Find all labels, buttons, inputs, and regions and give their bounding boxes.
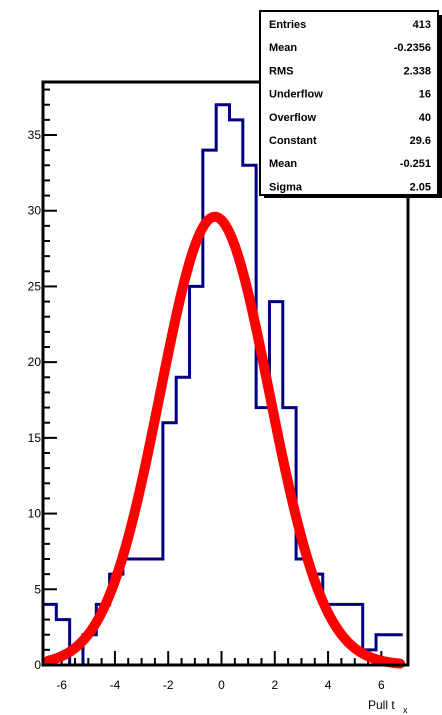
y-tick-label: 15 [28, 431, 42, 445]
stats-row-value: 29.6 [410, 135, 431, 147]
stats-row-label: Mean [269, 42, 297, 54]
stats-row-label: Sigma [269, 181, 303, 193]
stats-row-value: 2.05 [410, 181, 431, 193]
x-tick-label: -6 [56, 678, 67, 692]
x-axis-title: Pull t x [368, 698, 408, 715]
stats-row-value: -0.251 [400, 158, 431, 170]
stats-row-label: Overflow [269, 112, 317, 124]
stats-row-label: Entries [269, 19, 306, 31]
x-axis-title-text: Pull t [368, 698, 395, 712]
x-tick-label: 2 [271, 678, 278, 692]
stats-row-label: Constant [269, 135, 317, 147]
x-axis-title-subscript: x [403, 705, 408, 715]
x-tick-label: -2 [163, 678, 174, 692]
stats-box: Entries 413 Mean -0.2356 RMS 2.338 Underflow 16… [259, 10, 442, 198]
stats-row-value: 413 [413, 19, 431, 31]
y-tick-label: 0 [34, 658, 41, 672]
y-tick-label: 5 [34, 582, 41, 596]
gaussian-fit-curve [43, 211, 406, 669]
y-tick-label: 30 [28, 204, 42, 218]
x-tick-label: 0 [218, 678, 225, 692]
x-tick-label: 4 [325, 678, 332, 692]
stats-row-value: -0.2356 [394, 42, 431, 54]
x-tick-label: -4 [110, 678, 121, 692]
major-ticks [43, 134, 383, 666]
tick-labels: -6 -4 -2 0 2 4 6 0 5 10 15 20 25 30 35 [28, 128, 385, 692]
stats-row-label: Underflow [269, 89, 323, 101]
stats-row-value: 16 [419, 89, 431, 101]
stats-row-label: RMS [269, 65, 293, 77]
stats-box-panel [259, 10, 439, 196]
y-tick-label: 20 [28, 355, 42, 369]
plot-frame [41, 80, 410, 667]
stats-row-value: 2.338 [403, 65, 431, 77]
y-tick-label: 35 [28, 128, 42, 142]
y-tick-label: 10 [28, 507, 42, 521]
x-tick-label: 6 [378, 678, 385, 692]
y-tick-label: 25 [28, 279, 42, 293]
stats-row-label: Mean [269, 158, 297, 170]
stats-row-value: 40 [419, 112, 431, 124]
